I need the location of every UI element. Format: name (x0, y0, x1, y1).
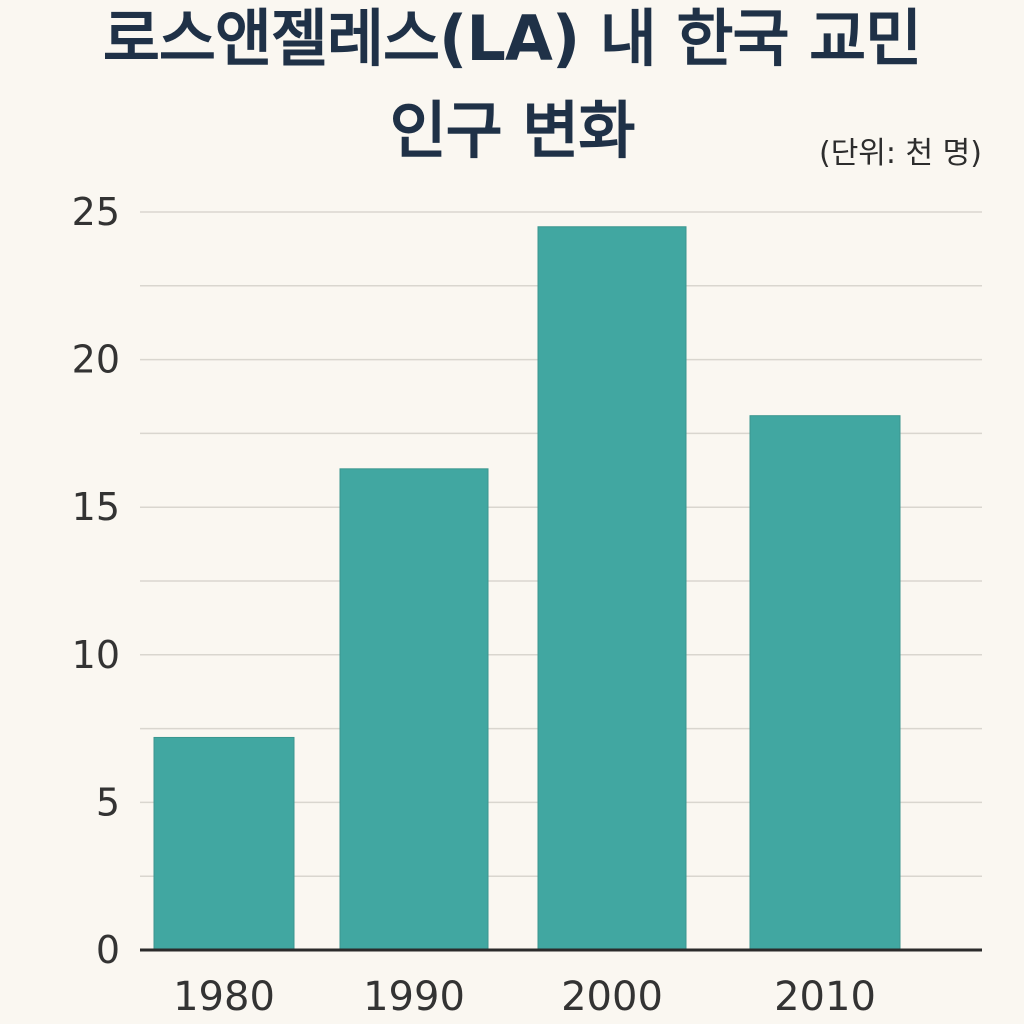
x-tick-label: 2000 (561, 974, 663, 1020)
bar-1990 (339, 468, 489, 951)
unit-label: (단위: 천 명) (819, 136, 982, 171)
chart-title-line-1: 로스앤젤레스(LA) 내 한국 교민 (102, 2, 922, 75)
y-tick-label: 5 (96, 780, 120, 824)
y-tick-label: 20 (72, 338, 120, 382)
y-tick-label: 15 (72, 485, 120, 529)
chart-title-line-2: 인구 변화 (389, 94, 636, 167)
bar-2010 (749, 415, 901, 951)
bar-1980 (153, 736, 295, 951)
bar-2000 (537, 226, 687, 951)
x-tick-label: 2010 (774, 974, 876, 1020)
y-tick-label: 10 (72, 633, 120, 677)
y-tick-label: 0 (96, 928, 120, 972)
x-tick-label: 1990 (363, 974, 465, 1020)
y-tick-label: 25 (72, 190, 120, 234)
x-tick-label: 1980 (173, 974, 275, 1020)
